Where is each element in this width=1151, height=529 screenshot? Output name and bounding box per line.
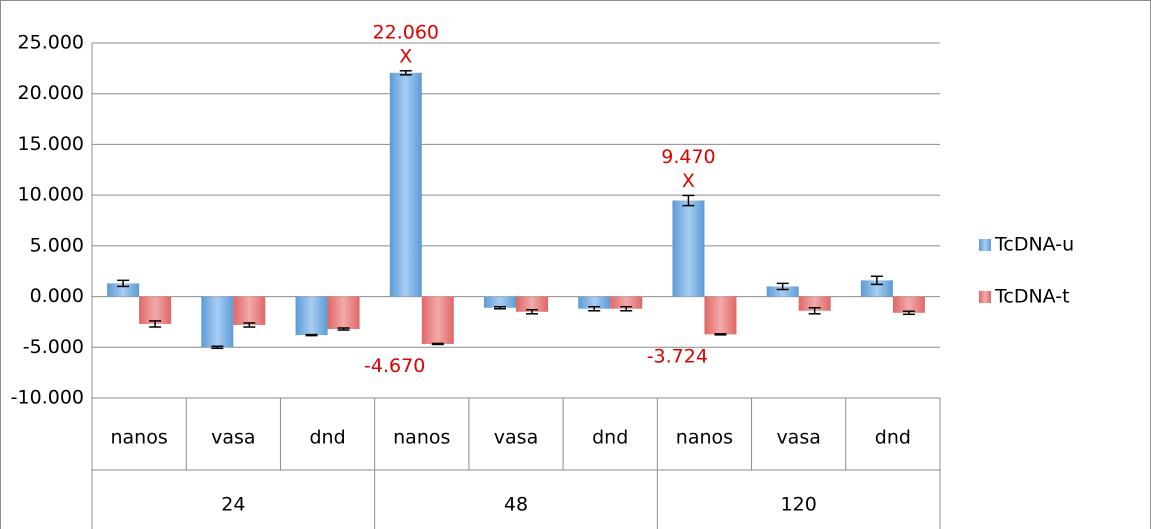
bar — [578, 296, 611, 309]
x-tick-label: nanos — [110, 427, 167, 449]
value-marker: X — [399, 45, 412, 67]
bar — [484, 296, 516, 308]
value-label: 9.470 — [661, 146, 715, 168]
group-label: 48 — [504, 494, 528, 516]
x-tick-label: vasa — [776, 427, 820, 449]
x-tick-label: vasa — [494, 427, 538, 449]
y-tick-label: 5.000 — [30, 234, 84, 256]
x-tick-label: dnd — [309, 427, 345, 449]
value-marker: X — [682, 170, 695, 192]
y-tick-label: 0.000 — [30, 285, 84, 307]
value-label: -4.670 — [364, 355, 425, 377]
group-label: 24 — [221, 494, 245, 516]
bar — [516, 296, 548, 312]
bar — [704, 296, 737, 335]
y-tick-label: -5.000 — [23, 336, 84, 358]
y-tick-label: -10.000 — [11, 387, 84, 409]
value-label: 22.060 — [373, 21, 439, 43]
bar — [327, 296, 360, 330]
x-tick-label: nanos — [393, 427, 450, 449]
legend-swatch — [979, 239, 991, 251]
legend-label: TcDNA-t — [994, 286, 1070, 308]
bar — [610, 296, 643, 309]
x-tick-label: nanos — [676, 427, 733, 449]
bar — [389, 72, 422, 297]
x-tick-label: dnd — [875, 427, 911, 449]
bar — [107, 283, 140, 297]
bar — [139, 296, 172, 324]
bar — [421, 296, 454, 344]
y-tick-label: 20.000 — [18, 82, 84, 104]
x-tick-label: dnd — [592, 427, 628, 449]
group-label: 120 — [781, 494, 817, 516]
y-tick-label: 10.000 — [18, 184, 84, 206]
value-label: -3.724 — [647, 345, 708, 367]
bar — [766, 286, 799, 297]
y-tick-label: 25.000 — [18, 32, 84, 54]
bar — [672, 200, 705, 297]
y-tick-label: 15.000 — [18, 133, 84, 155]
bar — [798, 296, 831, 311]
legend-swatch — [979, 291, 991, 303]
bar — [295, 296, 328, 336]
bar — [201, 296, 234, 348]
bar — [860, 280, 893, 297]
x-tick-label: vasa — [211, 427, 255, 449]
legend-label: TcDNA-u — [994, 234, 1074, 256]
bar — [892, 296, 925, 313]
bar — [233, 296, 266, 325]
